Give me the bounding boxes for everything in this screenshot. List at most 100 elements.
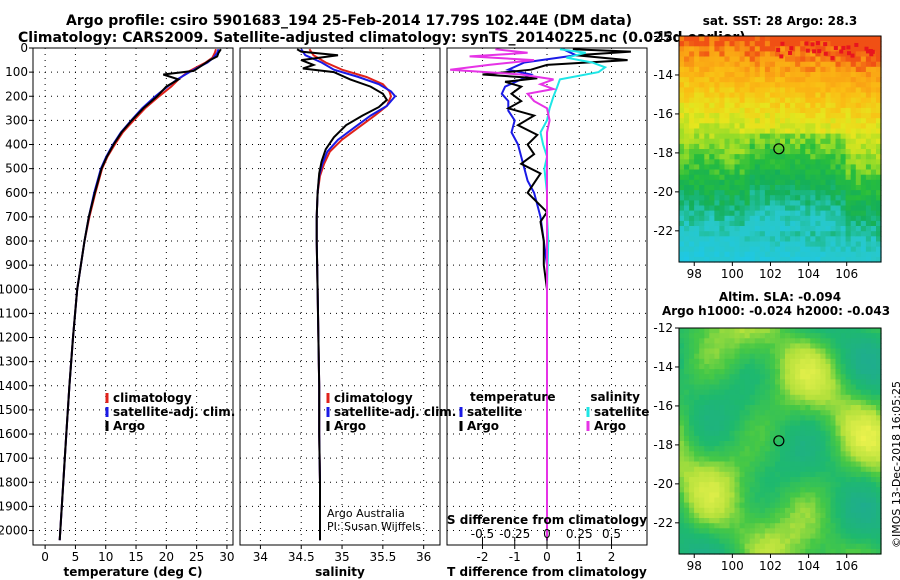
map-cell — [775, 528, 781, 534]
map-cell — [694, 461, 700, 468]
map-cell — [759, 430, 766, 437]
map-cell — [764, 97, 771, 104]
map-cell — [679, 138, 685, 145]
map-cell — [699, 523, 705, 529]
map-cell — [759, 446, 766, 452]
map-cell — [850, 523, 857, 529]
map-cell — [860, 143, 867, 150]
map-cell — [810, 384, 816, 391]
map-cell — [724, 348, 731, 355]
map-cell — [729, 538, 736, 545]
map-cell — [795, 179, 801, 186]
map-cell — [679, 394, 685, 401]
map-cell — [855, 374, 862, 380]
map-cell — [855, 190, 862, 196]
map-cell — [699, 149, 705, 155]
map-cell — [835, 379, 842, 386]
map-cell — [684, 149, 690, 155]
map-cell — [845, 369, 852, 375]
map-cell — [684, 456, 690, 463]
map-cell — [860, 338, 867, 344]
map-cell — [810, 364, 816, 370]
map-cell — [860, 46, 867, 52]
map-cell — [860, 523, 867, 529]
map-cell — [785, 548, 791, 555]
map-cell — [865, 512, 872, 519]
map-cell — [820, 420, 826, 427]
map-cell — [870, 97, 877, 104]
map-cell — [840, 523, 847, 529]
map-cell — [790, 82, 796, 88]
map-cell — [800, 133, 806, 140]
map-cell — [744, 415, 751, 421]
map-cell — [845, 533, 852, 540]
map-cell — [714, 538, 720, 545]
map-cell — [764, 441, 771, 447]
map-cell — [679, 123, 685, 129]
map-cell — [729, 548, 736, 555]
map-cell — [830, 174, 837, 181]
map-cell — [724, 528, 731, 534]
map-cell — [815, 348, 821, 355]
map-cell — [840, 353, 847, 360]
map-cell — [775, 456, 781, 463]
map-cell — [876, 138, 882, 145]
map-cell — [785, 77, 791, 83]
map-cell — [825, 102, 832, 109]
map-cell — [815, 159, 821, 165]
map-cell — [684, 41, 690, 47]
map-cell — [719, 394, 725, 401]
map-cell — [780, 492, 786, 499]
map-cell — [876, 195, 882, 201]
map-cell — [785, 446, 791, 452]
map-cell — [724, 369, 731, 375]
map-cell — [729, 384, 736, 391]
map-cell — [759, 87, 766, 94]
y-tick-label: 100 — [5, 65, 28, 79]
map-cell — [739, 164, 746, 171]
map-cell — [699, 507, 705, 514]
map-cell — [719, 482, 725, 488]
map-cell — [729, 190, 736, 196]
map-cell — [689, 236, 695, 242]
map-cell — [830, 149, 837, 155]
map-cell — [684, 87, 690, 94]
map-cell — [850, 482, 857, 488]
map-cell — [810, 164, 816, 171]
map-cell — [815, 210, 821, 217]
map-cell — [865, 446, 872, 452]
x-tick-label: 30 — [219, 550, 234, 564]
map-cell — [780, 518, 786, 524]
map-cell — [800, 364, 806, 370]
map-cell — [699, 236, 705, 242]
map-cell — [835, 518, 842, 524]
map-cell — [790, 410, 796, 416]
map-cell — [865, 492, 872, 499]
map-cell — [724, 46, 731, 52]
map-cell — [759, 200, 766, 207]
map-cell — [865, 246, 872, 253]
map-cell — [785, 113, 791, 119]
map-cell — [800, 220, 806, 227]
map-cell — [729, 492, 736, 499]
map-cell — [810, 410, 816, 416]
map-cell — [744, 482, 751, 488]
map-cell — [845, 441, 852, 447]
map-cell — [810, 195, 816, 201]
map-cell — [860, 118, 867, 124]
map-cell — [820, 174, 826, 181]
map-cell — [790, 512, 796, 519]
map-cell — [699, 133, 705, 140]
map-cell — [835, 77, 842, 83]
map-cell — [775, 169, 781, 176]
map-cell — [739, 215, 746, 222]
map-cell — [749, 328, 756, 334]
map-cell — [876, 492, 882, 499]
map-cell — [815, 492, 821, 499]
map-cell — [749, 451, 756, 457]
map-cell — [870, 107, 877, 114]
map-cell — [825, 113, 832, 119]
map-cell — [795, 82, 801, 88]
map-cell — [845, 333, 852, 339]
map-cell — [855, 174, 862, 181]
